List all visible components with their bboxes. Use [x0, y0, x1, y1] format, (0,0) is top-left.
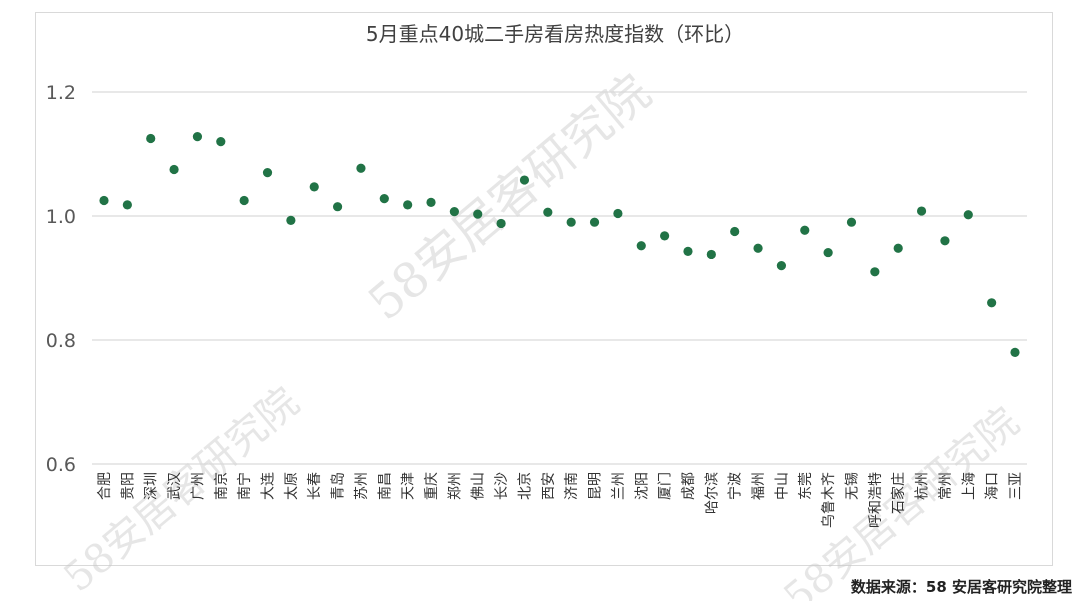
data-point-乌鲁木齐	[823, 247, 833, 258]
chart-title: 5月重点40城二手房看房热度指数（环比）	[366, 22, 744, 46]
data-point-杭州	[916, 206, 927, 216]
x-tick-label: 乌鲁木齐	[821, 472, 837, 528]
x-tick-label: 西安	[541, 472, 557, 500]
x-tick-label: 深圳	[144, 472, 160, 500]
data-point-宁波	[730, 226, 740, 237]
x-tick-label: 沈阳	[634, 472, 650, 500]
x-tick-label: 昆明	[588, 472, 604, 500]
x-tick-label: 长沙	[494, 472, 510, 500]
data-point-呼和浩特	[870, 267, 880, 277]
data-point-上海	[963, 210, 973, 220]
x-tick-label: 中山	[774, 472, 790, 500]
x-tick-label: 青岛	[331, 472, 347, 500]
x-tick-label: 常州	[938, 472, 954, 500]
data-point-贵阳	[122, 200, 132, 210]
x-tick-label: 合肥	[97, 472, 113, 500]
source-note: 数据来源：58 安居客研究院整理	[850, 578, 1072, 596]
x-tick-label: 成都	[681, 472, 697, 500]
x-tick-label: 南宁	[236, 472, 253, 500]
watermark-1: 58安居客研究院	[358, 64, 661, 331]
data-point-大连	[262, 168, 273, 178]
data-point-南宁	[239, 195, 249, 206]
data-point-苏州	[356, 163, 366, 173]
y-tick-label: 1.2	[46, 82, 76, 104]
x-tick-label: 太原	[284, 472, 300, 500]
x-tick-label: 济南	[564, 472, 580, 500]
x-tick-label: 重庆	[424, 472, 440, 500]
data-point-成都	[683, 246, 693, 256]
data-point-厦门	[660, 231, 670, 241]
x-tick-label: 兰州	[611, 472, 627, 500]
data-point-合肥	[99, 195, 109, 206]
x-tick-label: 佛山	[471, 472, 487, 500]
x-tick-label: 大连	[261, 472, 277, 500]
x-tick-label: 武汉	[167, 472, 183, 500]
data-point-沈阳	[636, 241, 646, 251]
x-tick-label: 南京	[214, 472, 230, 500]
data-point-东莞	[800, 225, 810, 235]
x-tick-label: 无锡	[844, 472, 860, 500]
data-point-佛山	[473, 209, 483, 219]
x-tick-label: 哈尔滨	[704, 472, 720, 514]
x-tick-label: 杭州	[915, 472, 931, 500]
data-point-石家庄	[893, 243, 903, 253]
data-point-中山	[776, 261, 787, 271]
x-tick-label: 呼和浩特	[868, 472, 884, 528]
x-tick-label: 三亚	[1008, 472, 1024, 500]
x-tick-label: 海口	[985, 472, 1001, 500]
data-point-青岛	[332, 202, 343, 212]
x-tick-label: 南昌	[377, 472, 393, 500]
y-tick-label: 0.8	[46, 330, 76, 352]
data-point-武汉	[169, 164, 179, 175]
x-tick-label: 北京	[517, 472, 533, 500]
data-point-广州	[192, 132, 203, 142]
data-point-常州	[940, 236, 950, 246]
x-tick-label: 厦门	[658, 472, 674, 500]
data-point-兰州	[613, 208, 623, 219]
chart-frame	[35, 12, 1053, 566]
data-point-南京	[216, 137, 226, 147]
data-point-海口	[987, 298, 997, 308]
data-point-无锡	[846, 217, 857, 227]
data-point-西安	[543, 207, 553, 217]
x-tick-label: 天津	[401, 472, 417, 500]
x-tick-label: 苏州	[354, 472, 370, 500]
x-tick-label: 东莞	[798, 472, 814, 500]
data-point-长沙	[496, 218, 506, 229]
data-point-济南	[566, 217, 576, 227]
y-tick-label: 1.0	[46, 206, 76, 228]
data-point-太原	[286, 215, 296, 225]
x-tick-label: 福州	[751, 472, 767, 500]
data-point-天津	[403, 200, 413, 210]
x-tick-label: 贵阳	[120, 472, 136, 500]
x-tick-label: 长春	[307, 472, 323, 500]
x-tick-label: 宁波	[727, 472, 744, 500]
data-point-重庆	[426, 197, 436, 207]
data-point-南昌	[379, 194, 389, 204]
x-tick-label: 石家庄	[890, 472, 907, 514]
data-point-福州	[753, 243, 763, 253]
data-point-三亚	[1010, 347, 1020, 357]
data-point-郑州	[449, 207, 459, 217]
data-point-哈尔滨	[706, 249, 716, 260]
data-point-长春	[309, 182, 319, 192]
x-tick-label: 上海	[961, 472, 977, 500]
x-tick-label: 广州	[190, 472, 206, 500]
data-point-昆明	[589, 217, 600, 227]
data-point-北京	[519, 175, 530, 185]
y-tick-label: 0.6	[46, 454, 76, 476]
x-tick-label: 郑州	[447, 472, 463, 500]
data-point-深圳	[146, 133, 156, 144]
